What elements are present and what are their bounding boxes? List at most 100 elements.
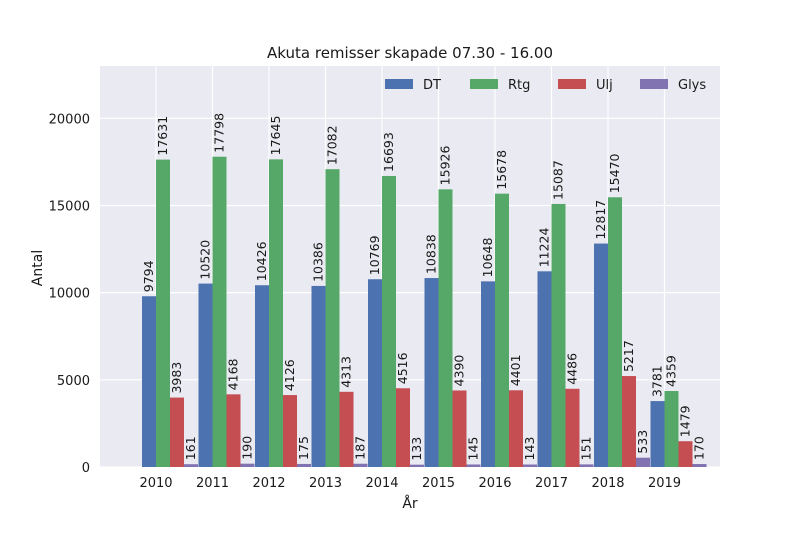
legend: DT Rtg Ulj Glys xyxy=(385,78,706,93)
data-label: 1479 xyxy=(678,405,693,437)
data-label: 170 xyxy=(692,436,707,460)
x-axis-label: År xyxy=(402,495,418,512)
bar-ulj xyxy=(452,390,467,467)
y-tick-label: 10000 xyxy=(49,287,90,302)
legend-label-dt: DT xyxy=(423,78,441,93)
bar-glys xyxy=(353,463,368,467)
data-label: 10520 xyxy=(198,240,213,280)
bar-rtg xyxy=(382,175,396,467)
bar-glys xyxy=(636,457,650,467)
y-tick-labels: 0 5000 10000 15000 20000 xyxy=(49,112,90,476)
bar-dt xyxy=(142,296,156,467)
data-label: 161 xyxy=(183,436,198,460)
legend-label-glys: Glys xyxy=(678,78,706,93)
bar-glys xyxy=(410,464,424,467)
data-label: 187 xyxy=(353,436,368,460)
data-label: 10838 xyxy=(424,234,439,274)
data-label: 12817 xyxy=(593,200,608,240)
bar-rtg xyxy=(212,156,227,467)
data-labels-group: 9794 17631 3983 161 10520 17798 4168 190 10426 17… xyxy=(141,113,707,461)
bar-rtg xyxy=(551,203,566,468)
data-label: 17082 xyxy=(325,125,340,165)
x-tick-label: 2017 xyxy=(535,476,568,491)
y-tick-label: 20000 xyxy=(49,112,90,127)
data-label: 10769 xyxy=(367,235,382,275)
bar-dt xyxy=(255,285,269,467)
x-tick-label: 2010 xyxy=(139,476,172,491)
chart-title: Akuta remisser skapade 07.30 - 16.00 xyxy=(267,44,553,62)
y-axis-label: Antal xyxy=(30,250,46,286)
bar-ulj xyxy=(283,395,297,467)
bar-rtg xyxy=(608,197,622,467)
data-label: 190 xyxy=(240,436,255,460)
data-label: 15926 xyxy=(438,146,453,186)
x-tick-labels: 2010 2011 2012 2013 2014 2015 2016 2017 2018 2019 xyxy=(139,476,681,491)
legend-label-rtg: Rtg xyxy=(508,78,530,93)
bar-glys xyxy=(466,464,481,467)
legend-swatch-ulj xyxy=(558,79,586,89)
legend-swatch-glys xyxy=(640,79,668,89)
x-tick-label: 2018 xyxy=(591,476,624,491)
data-label: 17645 xyxy=(268,116,283,156)
data-label: 10386 xyxy=(311,242,326,282)
bar-dt xyxy=(198,283,213,467)
data-label: 4486 xyxy=(565,353,580,385)
legend-swatch-rtg xyxy=(470,79,498,89)
data-label: 4313 xyxy=(339,356,354,388)
x-tick-label: 2016 xyxy=(478,476,511,491)
data-label: 10648 xyxy=(480,238,495,278)
data-label: 4126 xyxy=(282,359,297,391)
bar-dt xyxy=(424,278,439,467)
bar-dt xyxy=(368,279,382,467)
data-label: 4359 xyxy=(664,355,679,387)
bar-glys xyxy=(692,464,707,467)
bar-ulj xyxy=(170,397,184,467)
bar-dt xyxy=(537,271,552,467)
bar-rtg xyxy=(438,189,453,467)
data-label: 10426 xyxy=(254,241,269,281)
bars-group xyxy=(142,156,707,468)
data-label: 16693 xyxy=(381,132,396,172)
data-label: 533 xyxy=(635,430,650,454)
data-label: 9794 xyxy=(141,260,156,292)
bar-glys xyxy=(579,464,594,467)
bar-ulj xyxy=(509,390,523,467)
data-label: 15470 xyxy=(607,153,622,193)
bar-dt xyxy=(481,281,495,467)
data-label: 5217 xyxy=(621,340,636,372)
data-label: 17631 xyxy=(155,116,170,156)
x-tick-label: 2014 xyxy=(365,476,398,491)
data-label: 11224 xyxy=(537,228,552,268)
bar-rtg xyxy=(495,193,509,467)
bar-rtg xyxy=(156,159,170,467)
bar-rtg xyxy=(664,391,679,467)
bar-dt xyxy=(650,401,665,467)
data-label: 175 xyxy=(296,436,311,460)
bar-glys xyxy=(297,463,311,467)
data-label: 3983 xyxy=(169,362,184,394)
legend-label-ulj: Ulj xyxy=(596,78,613,93)
bar-dt xyxy=(311,285,326,467)
bar-rtg xyxy=(325,169,340,467)
data-label: 15087 xyxy=(551,160,566,200)
bar-dt xyxy=(594,243,608,467)
data-label: 151 xyxy=(579,437,594,461)
x-tick-label: 2019 xyxy=(648,476,681,491)
data-label: 145 xyxy=(466,437,481,461)
y-tick-label: 0 xyxy=(82,461,90,476)
bar-ulj xyxy=(339,391,354,467)
data-label: 4516 xyxy=(395,352,410,384)
bar-ulj xyxy=(622,376,636,467)
data-label: 15678 xyxy=(494,150,509,190)
x-tick-label: 2013 xyxy=(309,476,342,491)
x-tick-label: 2011 xyxy=(196,476,229,491)
x-tick-label: 2012 xyxy=(252,476,285,491)
legend-swatch-dt xyxy=(385,79,413,89)
bar-glys xyxy=(240,463,255,467)
bar-ulj xyxy=(678,441,693,467)
data-label: 17798 xyxy=(212,113,227,153)
bar-rtg xyxy=(269,159,283,467)
data-label: 4390 xyxy=(452,355,467,387)
bar-ulj xyxy=(396,388,410,467)
